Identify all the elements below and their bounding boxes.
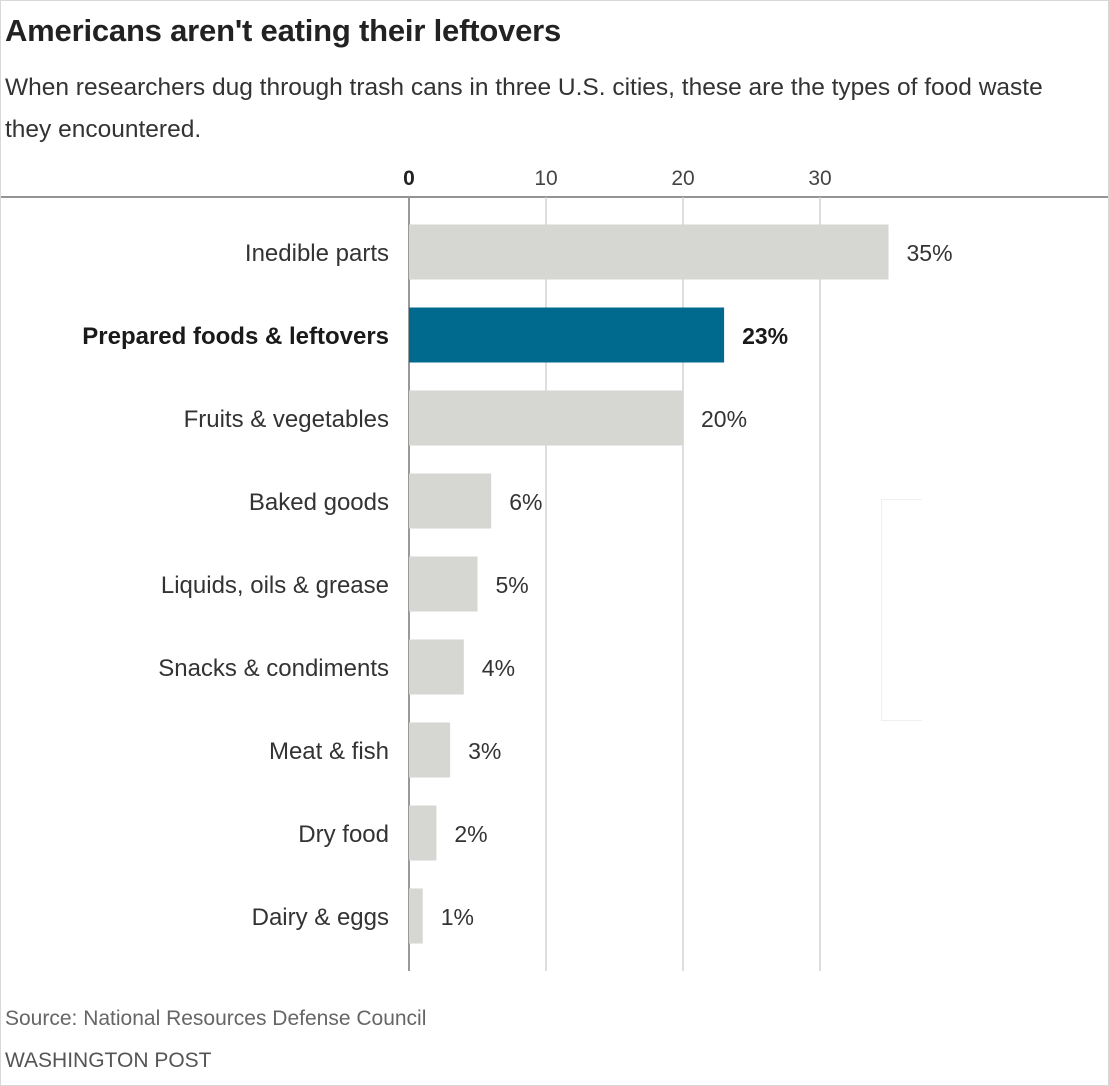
value-label: 23% — [742, 323, 788, 349]
value-label: 4% — [482, 655, 515, 681]
credit-line: WASHINGTON POST — [5, 1049, 212, 1072]
x-tick-label: 20 — [671, 167, 694, 190]
bar — [409, 224, 889, 280]
category-label: Dairy & eggs — [252, 904, 389, 931]
bar-chart: 0 10 20 30 Inedible parts 35% Prepared foods &… — [1, 167, 1108, 971]
category-label: Snacks & condiments — [158, 655, 389, 682]
value-label: 2% — [454, 821, 487, 847]
value-label: 5% — [496, 572, 529, 598]
category-label: Fruits & vegetables — [184, 406, 389, 433]
category-label: Dry food — [298, 821, 389, 848]
category-label: Meat & fish — [269, 738, 389, 765]
x-tick-label: 10 — [534, 167, 557, 190]
x-tick-label: 30 — [808, 167, 831, 190]
bar — [409, 473, 492, 529]
value-label: 1% — [441, 904, 474, 930]
chart-subtitle: When researchers dug through trash cans … — [5, 74, 1043, 143]
category-label: Prepared foods & leftovers — [82, 323, 389, 350]
faint-overlay-box — [881, 499, 922, 721]
category-label: Baked goods — [249, 489, 389, 516]
value-label: 20% — [701, 406, 747, 432]
value-label: 3% — [468, 738, 501, 764]
bar — [409, 639, 464, 695]
value-label: 6% — [509, 489, 542, 515]
x-tick-label: 0 — [403, 167, 415, 190]
bar — [409, 805, 437, 861]
source-note: Source: National Resources Defense Counc… — [5, 1007, 427, 1030]
category-label: Liquids, oils & grease — [161, 572, 389, 599]
bar — [409, 556, 478, 612]
bar — [409, 888, 423, 944]
value-label: 35% — [907, 240, 953, 266]
chart-title: Americans aren't eating their leftovers — [5, 13, 562, 48]
bar — [409, 307, 725, 363]
bar — [409, 722, 451, 778]
bar — [409, 390, 683, 446]
category-label: Inedible parts — [245, 240, 389, 267]
